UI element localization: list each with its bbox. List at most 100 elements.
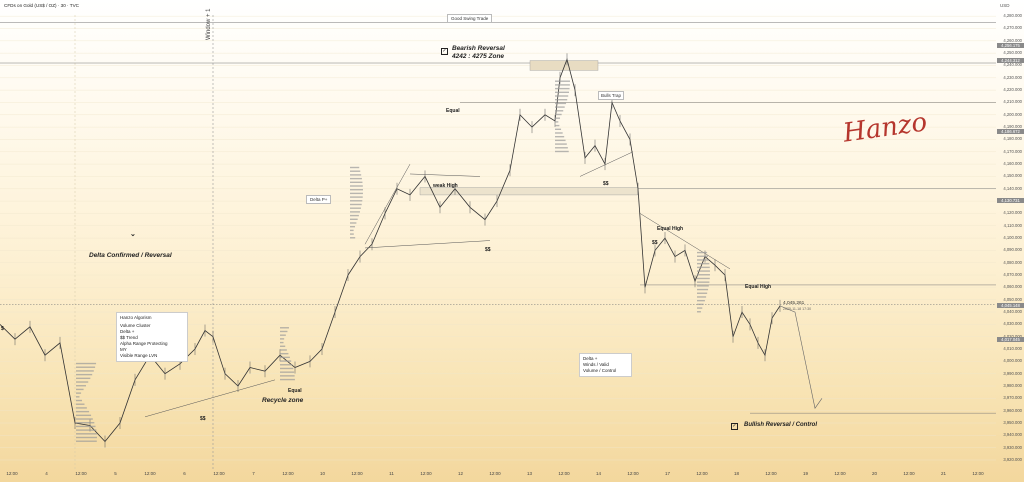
y-tick-label: 3,930.000: [1003, 444, 1022, 450]
y-tick-label: 4,270.000: [1003, 25, 1022, 31]
volume-bar: [76, 422, 95, 424]
y-tick-label: 3,950.000: [1003, 420, 1022, 425]
info-line: Delta +: [120, 329, 135, 334]
volume-bar: [697, 277, 710, 280]
volume-bar: [76, 410, 90, 413]
y-tick-label: 4,090.000: [1003, 247, 1022, 253]
delta-p-label: Delta P+: [306, 195, 332, 204]
ss-label-4: $$: [200, 416, 206, 422]
volume-bar: [697, 274, 710, 276]
y-tick-label: 3,960.000: [1003, 407, 1022, 413]
volume-bar: [76, 362, 97, 365]
delta-box: Delta + Winds / Valid Volume / Control: [579, 353, 632, 377]
y-tick-label: 3,970.000: [1003, 395, 1022, 401]
y-price-tag: 4,045.148: [997, 302, 1024, 308]
volume-bar: [280, 375, 295, 377]
volume-bar: [555, 132, 563, 134]
volume-bar: [697, 270, 710, 272]
info-box: Hanzo Algorism Volume Cluster Delta + $$…: [116, 312, 188, 362]
volume-bar: [350, 214, 359, 217]
volume-bar: [555, 87, 570, 90]
y-price-tag: 4,244.312: [997, 57, 1024, 63]
y-tick-label: 3,920.000: [1003, 457, 1022, 462]
y-price-tag: 4,017.045: [997, 337, 1024, 343]
x-tick-label: 12:00: [213, 471, 225, 476]
y-tick-label: 4,230.000: [1003, 74, 1022, 80]
bearish-zone-label: 4242 : 4275 Zone: [452, 53, 505, 60]
volume-bar: [76, 392, 82, 394]
chevron-down-icon: ⌄: [130, 231, 136, 238]
x-tick-label: 12:00: [6, 471, 18, 476]
x-tick-label: 12:00: [972, 471, 984, 476]
x-tick-label: 4: [45, 471, 48, 476]
y-tick-label: 4,110.000: [1003, 222, 1022, 228]
y-axis[interactable]: 4,280.000 4,270.000 4,260.000 4,250.000 4,24…: [996, 0, 1024, 462]
volume-bar: [350, 203, 362, 206]
y-tick-label: 4,030.000: [1003, 321, 1022, 327]
volume-bar: [350, 196, 363, 198]
volume-bar: [350, 222, 357, 224]
volume-bar: [76, 366, 96, 368]
y-tick-label: 4,260.000: [1003, 37, 1022, 43]
dollar-left-label: $: [1, 326, 4, 332]
y-tick-label: 4,160.000: [1003, 161, 1022, 167]
y-tick-label: 4,180.000: [1003, 136, 1022, 142]
volume-bar: [555, 135, 565, 138]
volume-bar: [350, 207, 361, 209]
x-tick-label: 19: [802, 471, 809, 476]
trend-line: [639, 213, 731, 270]
y-tick-label: 4,010.000: [1003, 346, 1022, 352]
x-tick-label: 12:00: [144, 471, 156, 476]
x-tick-label: 12:00: [489, 471, 501, 476]
volume-bar: [697, 299, 705, 302]
bearish-reversal-label: Bearish Reversal: [452, 45, 505, 52]
x-tick-label: 12:00: [75, 471, 87, 476]
ss-label-1: $$: [485, 247, 491, 253]
volume-bar: [697, 251, 708, 254]
info-line: Volume Cluster: [120, 323, 151, 328]
volume-bar: [555, 106, 565, 108]
volume-bar: [555, 95, 569, 97]
currency-label: USD: [1000, 3, 1010, 8]
good-swing-label: Good Swing Trade: [447, 14, 493, 23]
volume-bar: [280, 334, 286, 336]
y-tick-label: 4,220.000: [1003, 87, 1022, 93]
x-tick-label: 17: [664, 471, 671, 476]
recycle-zone-label: Recycle zone: [262, 397, 304, 404]
volume-bar: [350, 170, 361, 172]
y-price-tag: 4,130.731: [997, 198, 1024, 204]
y-tick-label: 3,940.000: [1003, 432, 1022, 438]
ss-label-2: $$: [603, 181, 609, 187]
x-tick-label: 12:00: [627, 471, 639, 476]
chart-title: CFDs on Gold (US$ / OZ) · 30 · TVC: [4, 3, 79, 8]
volume-bar: [555, 128, 562, 130]
x-tick-label: 18: [733, 471, 740, 476]
volume-bar: [350, 229, 354, 232]
volume-bar: [280, 364, 293, 366]
volume-bar: [76, 403, 85, 405]
equal-high-label-2: Equal High: [745, 284, 772, 290]
bearish-zone: [529, 60, 599, 71]
check-icon: ✓: [441, 48, 448, 55]
volume-bar: [280, 356, 290, 359]
info-line: Hanzo Algorism: [120, 315, 152, 320]
y-tick-label: 4,020.000: [1003, 333, 1022, 339]
volume-bar: [697, 307, 703, 309]
volume-bar: [76, 429, 97, 431]
volume-bar: [555, 91, 569, 94]
volume-bar: [350, 225, 356, 228]
volume-bar: [555, 124, 560, 127]
x-tick-label: 12:00: [903, 471, 915, 476]
volume-bar: [555, 139, 566, 142]
volume-bar: [555, 150, 569, 153]
volume-bar: [350, 200, 363, 202]
x-tick-label: 12:00: [558, 471, 570, 476]
equal-low-label: Equal: [288, 388, 302, 394]
volume-bar: [76, 440, 97, 442]
volume-bar: [76, 436, 97, 439]
x-tick-label: 12:00: [834, 471, 846, 476]
y-tick-label: 4,100.000: [1003, 235, 1022, 241]
volume-bar: [350, 185, 363, 187]
trend-line: [364, 240, 491, 249]
